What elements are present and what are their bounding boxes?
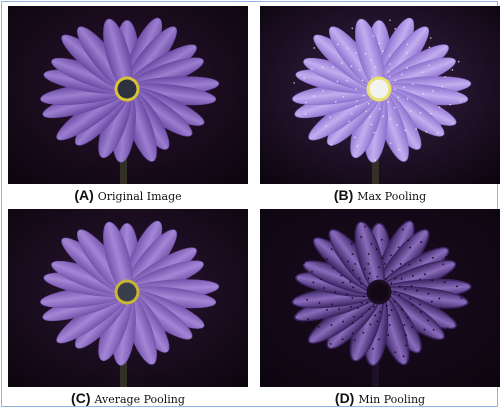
caption-label: Average Pooling bbox=[94, 393, 185, 406]
caption-original-image: (A) Original Image bbox=[8, 187, 248, 203]
caption-max-pooling: (B) Max Pooling bbox=[260, 187, 500, 203]
caption-label: Original Image bbox=[97, 190, 182, 203]
caption-label: Min Pooling bbox=[358, 393, 426, 406]
caption-average-pooling: (C) Average Pooling bbox=[8, 390, 248, 406]
caption-letter: (B) bbox=[333, 187, 354, 203]
caption-label: Max Pooling bbox=[357, 190, 427, 203]
max-pooling-flower-image bbox=[260, 6, 500, 184]
original-flower-image bbox=[8, 6, 248, 184]
caption-letter: (D) bbox=[334, 390, 355, 406]
caption-letter: (C) bbox=[71, 390, 91, 406]
panel-max-pooling: (B) Max Pooling bbox=[260, 6, 500, 206]
panel-original-image: (A) Original Image bbox=[8, 6, 248, 206]
min-pooling-flower-image bbox=[260, 209, 500, 387]
caption-letter: (A) bbox=[74, 187, 94, 203]
caption-min-pooling: (D) Min Pooling bbox=[260, 390, 500, 406]
panel-min-pooling: (D) Min Pooling bbox=[260, 209, 500, 409]
average-pooling-flower-image bbox=[8, 209, 248, 387]
panel-average-pooling: (C) Average Pooling bbox=[8, 209, 248, 409]
